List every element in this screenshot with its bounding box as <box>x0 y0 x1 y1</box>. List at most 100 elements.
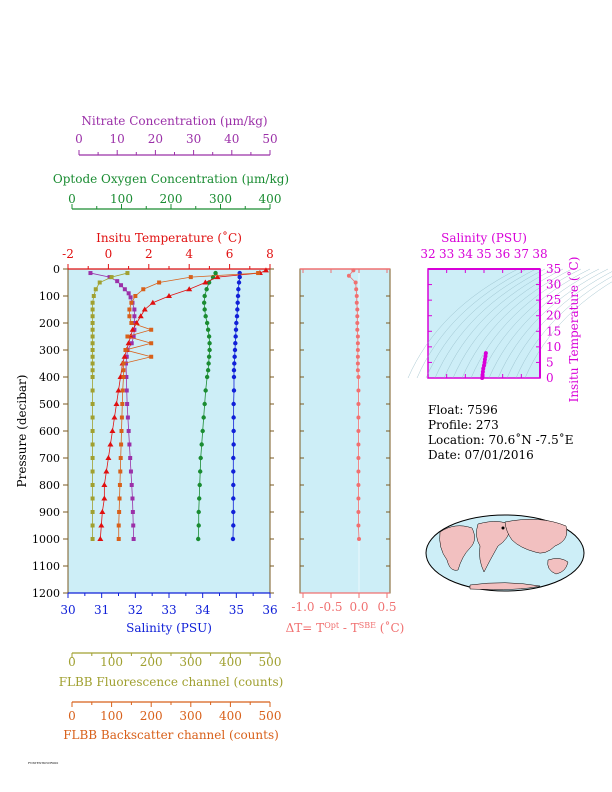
delta-t-point <box>351 268 356 273</box>
nitrate-point <box>126 429 131 433</box>
location: Location: 70.6˚N -7.5˚E <box>428 433 574 447</box>
backscatter-point <box>141 287 146 292</box>
fluorescence-point <box>109 275 114 280</box>
nitrate-tick-label: 0 <box>75 132 83 146</box>
delta-t-point <box>354 294 359 298</box>
backscatter-point <box>120 388 125 393</box>
delta-t-point <box>355 314 360 319</box>
pressure-tick-label: 400 <box>39 371 60 384</box>
delta-t-point <box>346 273 351 278</box>
ts-point <box>481 366 486 371</box>
delta-t-point <box>355 354 360 359</box>
backscatter-point <box>118 469 123 474</box>
backscatter-point <box>127 307 132 312</box>
delta-t-point <box>354 287 359 292</box>
oxygen-point <box>196 509 201 515</box>
delta-t-point <box>356 456 361 460</box>
oxygen-point <box>207 347 212 353</box>
oxygen-point <box>203 388 208 393</box>
temperature-point <box>113 401 120 406</box>
oxygen-tick-label: 0 <box>68 192 76 206</box>
oxygen-point <box>203 314 208 319</box>
temperature-tick-label: 2 <box>145 247 153 261</box>
temperature-point <box>99 509 106 514</box>
oxygen-point <box>198 469 203 474</box>
backscatter-point <box>117 483 122 487</box>
ts-point <box>480 372 485 377</box>
temperature-point <box>133 320 140 325</box>
ts-point <box>482 357 487 362</box>
ts-density-contour <box>488 268 600 379</box>
backscatter-point <box>125 334 130 339</box>
nitrate-point <box>124 388 129 393</box>
ts-salinity-tick-label: 32 <box>420 247 435 261</box>
fluorescence-point <box>90 483 95 487</box>
fluorescence-point <box>90 307 95 312</box>
ts-salinity-tick-label: 33 <box>439 247 454 261</box>
fluorescence-tick-label: 500 <box>259 655 282 669</box>
temperature-point <box>125 340 132 346</box>
temperature-point <box>186 286 193 292</box>
ts-density-contour <box>479 268 591 379</box>
backscatter-point <box>149 354 154 359</box>
backscatter-point <box>121 361 126 366</box>
salinity-point <box>231 401 236 407</box>
fluorescence-point <box>90 354 95 359</box>
pressure-tick-label: 800 <box>39 479 60 492</box>
salinity-point <box>235 300 240 305</box>
salinity-point <box>235 307 240 312</box>
ts-density-contour <box>434 268 546 379</box>
oxygen-point <box>196 523 201 528</box>
nitrate-point <box>107 275 112 280</box>
backscatter-point <box>121 368 126 373</box>
pressure-tick-label: 0 <box>53 263 60 276</box>
ts-temperature-tick-label: 20 <box>546 309 561 323</box>
backscatter-point <box>127 314 132 319</box>
ts-salinity-tick-label: 38 <box>532 247 547 261</box>
delta-t-point <box>353 280 358 285</box>
backscatter-tick-label: 400 <box>219 709 242 723</box>
nitrate-point <box>125 415 130 420</box>
ts-point <box>483 351 488 356</box>
fluorescence-point <box>90 314 95 319</box>
temperature-tick-label: 6 <box>226 247 234 261</box>
temperature-point <box>107 441 114 447</box>
ts-point <box>482 360 487 365</box>
ts-temperature-tick-label: 35 <box>546 262 561 276</box>
salinity-point <box>231 455 236 461</box>
backscatter-point <box>149 341 154 346</box>
oxygen-point <box>199 442 204 447</box>
fluorescence-point <box>90 388 95 393</box>
nitrate-point <box>128 469 133 474</box>
backscatter-tick-label: 500 <box>259 709 282 723</box>
salinity-point <box>231 509 236 515</box>
fluorescence-tick-label: 300 <box>179 655 202 669</box>
ts-temperature-axis-label: Insitu Temperature (˚C) <box>566 257 581 403</box>
nitrate-tick-label: 40 <box>224 132 239 146</box>
main-profile-chart: 0100200300400500600700800900100011001200… <box>15 114 289 742</box>
pressure-axis-label: Pressure (decibar) <box>15 375 29 488</box>
fluorescence-point <box>90 327 95 332</box>
delta-t-point <box>355 361 360 366</box>
nitrate-tick-label: 20 <box>148 132 163 146</box>
main-plot-area <box>67 268 271 594</box>
fluorescence-point <box>90 442 95 447</box>
nitrate-point <box>130 496 135 501</box>
temperature-point <box>103 468 110 474</box>
map-float-location-marker <box>501 526 505 530</box>
backscatter-point <box>119 442 124 447</box>
backscatter-point <box>129 321 134 325</box>
pressure-tick-label: 1200 <box>32 587 60 600</box>
fluorescence-point <box>90 368 95 373</box>
salinity-tick-label: 30 <box>60 603 75 617</box>
nitrate-point <box>126 291 131 296</box>
profile-number: Profile: 273 <box>428 418 499 432</box>
temperature-tick-label: -2 <box>62 247 74 261</box>
fluorescence-tick-label: 100 <box>100 655 123 669</box>
delta-t-label-part: (˚C) <box>376 620 404 635</box>
oxygen-point <box>202 307 207 312</box>
delta-t-point <box>356 442 361 447</box>
oxygen-point <box>213 270 218 276</box>
oxygen-point <box>201 415 206 420</box>
